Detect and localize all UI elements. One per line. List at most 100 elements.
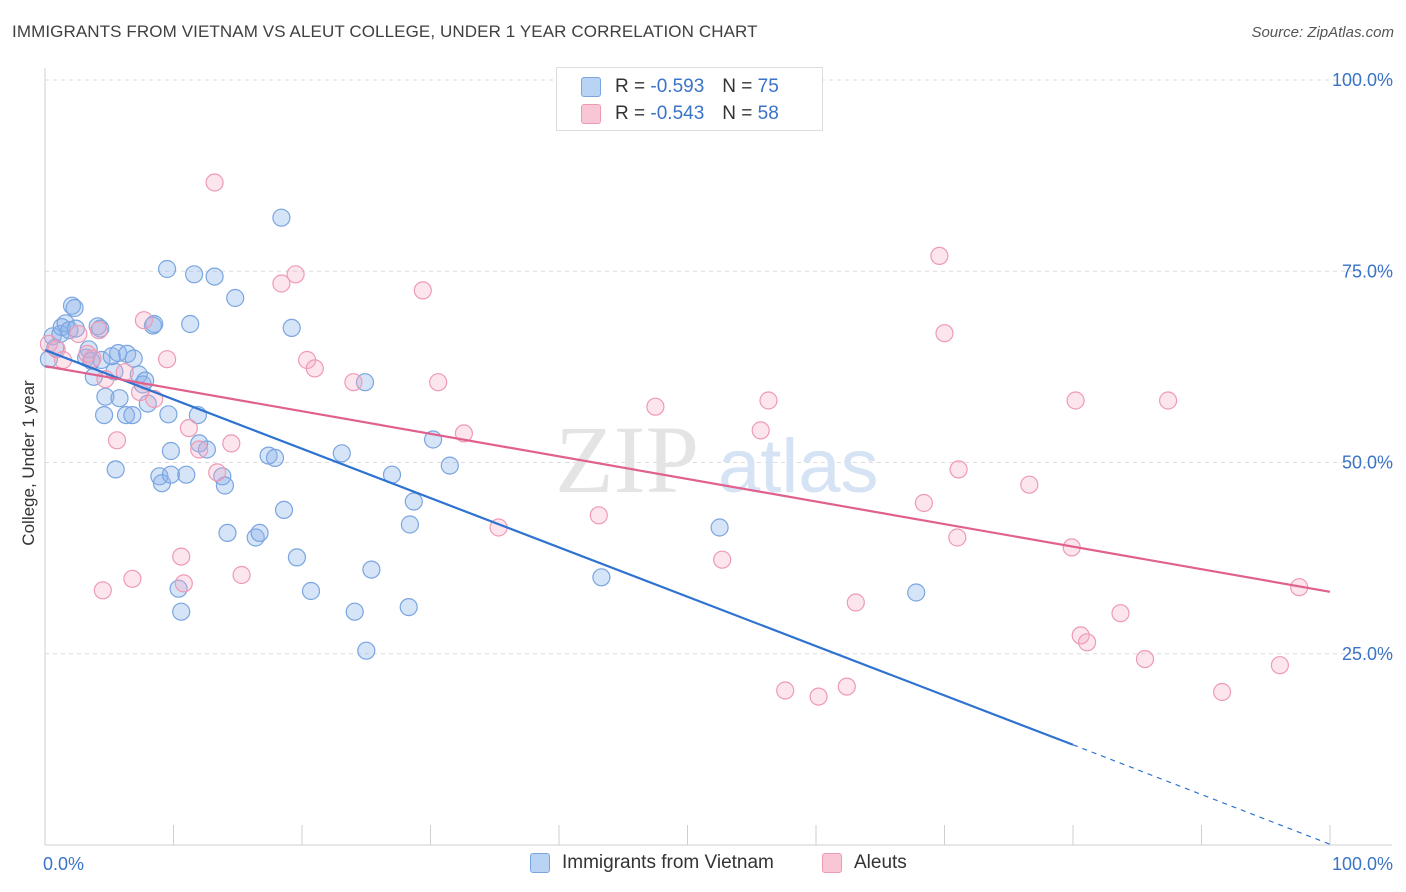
vietnam-point: [265, 448, 285, 467]
vietnam-trend-line: [44, 349, 1074, 746]
aleuts-point: [134, 311, 153, 330]
aleuts-point: [837, 677, 856, 696]
legend-box: R = -0.593 N = 75 R = -0.543 N = 58: [556, 67, 823, 131]
aleuts-point: [174, 574, 193, 593]
watermark-atlas: atlas: [718, 424, 879, 509]
vietnam-point: [197, 440, 216, 459]
vietnam-point: [60, 321, 79, 340]
vietnam-point: [161, 465, 180, 484]
legend-n-label: N =: [722, 103, 753, 124]
x-tick-label: 100.0%: [1332, 854, 1393, 874]
vietnam-point: [65, 298, 84, 318]
y-tick-label: 50.0%: [1342, 453, 1393, 473]
legend-swatch-vietnam: [581, 77, 601, 97]
vietnam-point: [332, 444, 351, 463]
aleuts-point: [429, 373, 448, 392]
vietnam-point: [110, 389, 129, 408]
vietnam-point: [106, 460, 125, 479]
vietnam-point: [282, 318, 301, 337]
aleuts-point: [1020, 475, 1039, 494]
aleuts-point: [646, 397, 665, 416]
aleuts-point: [413, 281, 432, 300]
aleuts-point: [1212, 682, 1232, 702]
aleuts-point: [1066, 391, 1085, 410]
aleuts-point: [589, 506, 608, 525]
legend-row-vietnam: R = -0.593 N = 75: [581, 76, 779, 98]
vietnam-point: [145, 314, 164, 334]
labels-layer: 100.0% 75.0% 50.0% 25.0% 0.0% 100.0% College, …: [19, 70, 1393, 874]
vietnam-point: [287, 548, 306, 567]
aleuts-point: [846, 593, 865, 612]
legend-r-label: R =: [615, 76, 646, 97]
vietnam-point: [250, 523, 269, 543]
x-tick-label: 0.0%: [43, 854, 84, 874]
vietnam-point: [94, 406, 114, 425]
legend-r-value: -0.543: [650, 103, 705, 124]
vietnam-point: [205, 267, 224, 286]
y-tick-label: 75.0%: [1342, 261, 1393, 281]
vietnam-point: [158, 259, 177, 279]
points-layer: [39, 173, 1309, 706]
vietnam-point: [301, 581, 321, 601]
aleuts-point: [930, 246, 949, 265]
vietnam-point: [274, 500, 294, 519]
chart-title: IMMIGRANTS FROM VIETNAM VS ALEUT COLLEGE…: [12, 22, 758, 41]
aleuts-point: [83, 349, 102, 368]
vietnam-point: [181, 314, 200, 334]
aleuts-point: [344, 373, 363, 392]
y-tick-label: 25.0%: [1342, 644, 1393, 664]
aleuts-point: [949, 460, 968, 479]
vietnam-point: [96, 387, 115, 406]
vietnam-point: [399, 597, 418, 617]
aleuts-point: [272, 274, 291, 293]
aleuts-point: [1270, 656, 1290, 675]
vietnam-point: [150, 467, 169, 486]
aleuts-point: [93, 581, 112, 600]
aleuts-point: [158, 350, 177, 369]
legend-n-value: 58: [757, 103, 779, 124]
chart-source: Source: ZipAtlas.com: [1251, 24, 1394, 41]
vietnam-point: [272, 208, 291, 227]
trend-lines-layer: [44, 349, 1331, 845]
aleuts-point: [1111, 604, 1130, 623]
aleuts-point: [205, 173, 224, 192]
vietnam-point: [592, 568, 611, 587]
vietnam-point: [177, 465, 196, 484]
aleuts-point: [454, 424, 473, 443]
legend-r-value: -0.593: [650, 76, 705, 97]
watermark: ZIP atlas: [555, 406, 879, 513]
aleuts-point: [1071, 626, 1090, 645]
vietnam-point: [169, 579, 188, 598]
aleuts-point: [107, 431, 127, 450]
aleuts-point: [751, 421, 770, 440]
aleuts-point: [935, 324, 954, 343]
aleuts-point: [776, 681, 795, 700]
bottom-legend-label-vietnam: Immigrants from Vietnam: [562, 852, 774, 873]
aleuts-point: [948, 528, 967, 547]
aleuts-point: [1135, 649, 1155, 669]
vietnam-point: [185, 265, 204, 284]
aleuts-point: [69, 324, 88, 344]
vietnam-point: [404, 492, 423, 511]
vietnam-point: [400, 515, 419, 534]
vietnam-point: [710, 518, 729, 537]
aleuts-point: [123, 569, 142, 588]
bottom-legend-swatch-aleuts: [822, 853, 842, 873]
aleuts-point: [172, 547, 191, 566]
vietnam-point: [226, 288, 245, 308]
aleuts-point: [89, 321, 109, 340]
aleuts-point: [1077, 633, 1097, 652]
vietnam-point: [116, 406, 136, 425]
legend-swatch-aleuts: [581, 104, 601, 124]
bottom-legend-swatch-vietnam: [530, 853, 550, 873]
bottom-legend-item-aleuts: Aleuts: [822, 852, 907, 874]
y-tick-label: 100.0%: [1332, 70, 1393, 90]
legend-row-aleuts: R = -0.543 N = 58: [581, 103, 779, 125]
aleuts-point: [190, 440, 209, 459]
legend-r-label: R =: [615, 103, 646, 124]
vietnam-point: [357, 641, 376, 660]
aleuts-trend-line: [44, 365, 1331, 593]
vietnam-point: [345, 602, 364, 621]
legend-n-value: 75: [757, 76, 779, 97]
